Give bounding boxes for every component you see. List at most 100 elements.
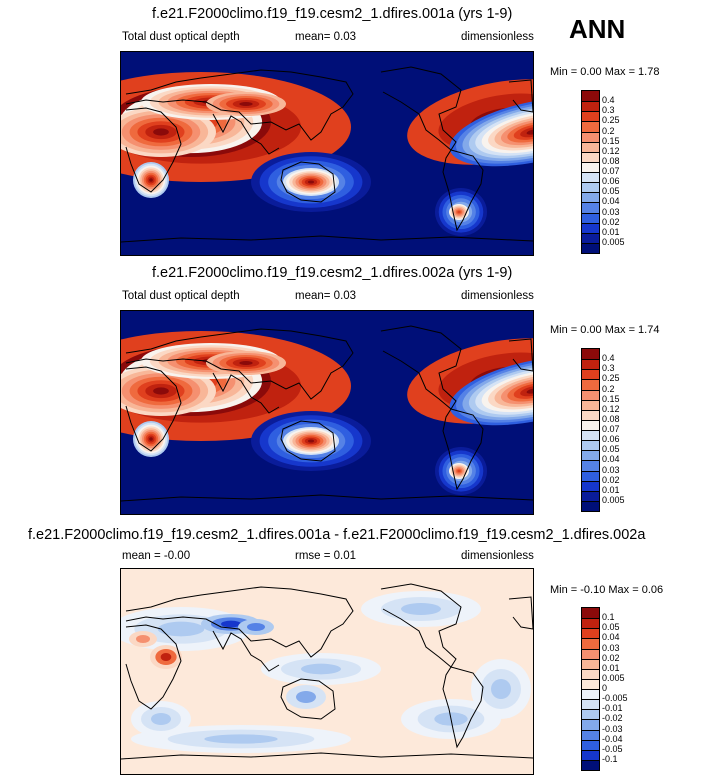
panel-3-minmax: Min = -0.10 Max = 0.06 (550, 584, 664, 596)
colorbar-tick-label: 0.08 (602, 413, 620, 424)
dust-contour (153, 387, 169, 395)
colorbar-swatch (582, 729, 599, 740)
dust-contour (221, 620, 241, 628)
coastline (125, 586, 354, 658)
dust-contour (136, 635, 150, 643)
dust-contour (151, 713, 171, 725)
colorbar-tick-label: 0.01 (602, 484, 620, 495)
colorbar-swatch (582, 618, 599, 629)
dust-contour (457, 210, 461, 214)
dust-contour (153, 128, 169, 136)
coastline (125, 328, 354, 400)
colorbar-tick-label: 0.4 (602, 353, 615, 364)
coastline (121, 494, 533, 502)
coastline (125, 624, 182, 710)
colorbar-tick-label: -0.1 (602, 753, 618, 764)
dust-contour (401, 603, 441, 615)
colorbar-swatch (582, 490, 599, 501)
colorbar-swatch (582, 440, 599, 451)
colorbar-swatch (582, 182, 599, 193)
colorbar-swatch (582, 399, 599, 410)
panel-3-title: f.e21.F2000climo.f19_f19.cesm2_1.dfires.… (28, 527, 646, 543)
coastline (121, 752, 533, 760)
colorbar-swatch (582, 409, 599, 420)
dust-contour (149, 178, 153, 182)
colorbar-tick-label: 0.005 (602, 672, 625, 683)
colorbar-swatch (582, 202, 599, 213)
coastline (280, 161, 336, 203)
coastline (212, 113, 280, 155)
coastline (212, 630, 280, 672)
colorbar-swatch (582, 658, 599, 669)
colorbar-tick-label: -0.05 (602, 743, 623, 754)
dust-contour (149, 437, 153, 441)
colorbar-tick-label: 0.06 (602, 434, 620, 445)
colorbar-tick-label: 0.05 (602, 186, 620, 197)
colorbar-tick-label: 0.4 (602, 95, 615, 106)
colorbar-tick-label: -0.02 (602, 713, 623, 724)
colorbar-tick-label: 0.2 (602, 383, 615, 394)
panel-1-mean-label: mean= 0.03 (295, 31, 357, 43)
colorbar-swatch (582, 192, 599, 203)
colorbar-tick-label: 0.05 (602, 444, 620, 455)
colorbar-swatch (582, 450, 599, 461)
dust-contour (296, 691, 316, 703)
colorbar-tick-label: -0.03 (602, 723, 623, 734)
colorbar-tick-label: 0.15 (602, 135, 620, 146)
coastline (212, 372, 280, 414)
colorbar-swatch (582, 121, 599, 132)
colorbar-swatch (582, 369, 599, 380)
coastline (508, 338, 533, 372)
dust-contour (307, 180, 315, 184)
dust-contour (239, 361, 253, 365)
panel-2-minmax: Min = 0.00 Max = 1.74 (550, 324, 660, 336)
coastline (442, 408, 484, 491)
colorbar-tick-label: 0.03 (602, 642, 620, 653)
colorbar-swatch (582, 389, 599, 400)
colorbar-tick-label: 0.3 (602, 363, 615, 374)
panel-1-map (120, 51, 534, 256)
colorbar-tick-label: 0.01 (602, 226, 620, 237)
colorbar-swatch (582, 759, 599, 770)
colorbar-tick-label: 0.03 (602, 206, 620, 217)
colorbar-swatch (582, 222, 599, 233)
colorbar-swatch (582, 699, 599, 710)
colorbar-swatch (582, 161, 599, 172)
colorbar-tick-label: -0.04 (602, 733, 623, 744)
colorbar-tick-label: 0.3 (602, 105, 615, 116)
colorbar-swatch (582, 668, 599, 679)
panel-2-colorbar (581, 348, 600, 512)
colorbar-tick-label: 0.04 (602, 454, 620, 465)
colorbar-tick-label: 0.04 (602, 196, 620, 207)
coastline (280, 678, 336, 720)
dust-contour (526, 129, 533, 135)
colorbar-swatch (582, 749, 599, 760)
colorbar-swatch (582, 689, 599, 700)
colorbar-swatch (582, 470, 599, 481)
panel-2-mean-label: mean= 0.03 (295, 290, 357, 302)
dust-contour (301, 663, 341, 675)
colorbar-swatch (582, 608, 599, 619)
colorbar-tick-label: 0.07 (602, 424, 620, 434)
panel-3-mean-label: mean = -0.00 (122, 550, 191, 562)
panel-3-map (120, 568, 534, 775)
coastline (442, 149, 484, 232)
colorbar-tick-label: 0.08 (602, 155, 620, 166)
colorbar-swatch (582, 151, 599, 162)
colorbar-tick-label: 0.1 (602, 612, 615, 623)
colorbar-swatch (582, 379, 599, 390)
dust-contour (491, 679, 511, 699)
colorbar-tick-label: 0.06 (602, 176, 620, 187)
colorbar-tick-label: -0.005 (602, 693, 628, 704)
coastline (125, 107, 182, 193)
coastline (508, 596, 533, 630)
coastline (508, 79, 533, 113)
panel-1-colorbar (581, 90, 600, 254)
colorbar-tick-label: 0.02 (602, 216, 620, 227)
coastline (121, 235, 533, 243)
colorbar-tick-label: 0.02 (602, 652, 620, 663)
colorbar-swatch (582, 141, 599, 152)
dust-contour (204, 734, 278, 744)
colorbar-swatch (582, 500, 599, 511)
colorbar-swatch (582, 648, 599, 659)
